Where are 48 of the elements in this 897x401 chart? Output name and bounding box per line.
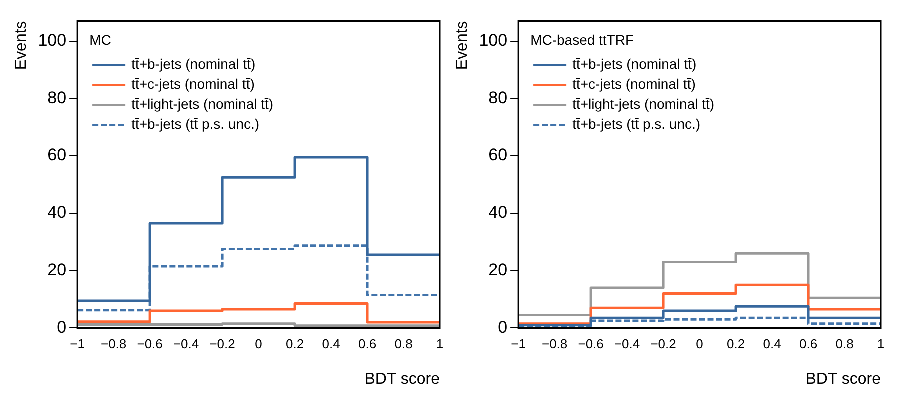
y-tick-label: 60 xyxy=(488,146,508,165)
x-tick-label: 0.2 xyxy=(726,336,746,352)
x-tick-label: −0.4 xyxy=(173,336,200,352)
x-tick-label: −0.6 xyxy=(137,336,163,352)
y-tick-label: 0 xyxy=(498,318,508,337)
legend-label: tt̄+c-jets (nominal tt̄) xyxy=(572,76,696,92)
x-tick-label: −0.4 xyxy=(614,336,640,352)
x-tick-label: 1 xyxy=(877,336,885,352)
x-tick-label: −0.2 xyxy=(650,336,676,352)
x-tick-label: 0.6 xyxy=(358,336,377,352)
y-axis-title: Events xyxy=(454,21,472,70)
x-tick-label: −0.8 xyxy=(542,336,568,352)
y-tick-label: 40 xyxy=(488,203,508,222)
y-tick-label: 0 xyxy=(57,318,67,337)
x-tick-label: 0.8 xyxy=(394,336,413,352)
legend-label: tt̄+b-jets (tt̄ p.s. unc.) xyxy=(572,116,701,132)
text: MC-based ttTRF xyxy=(530,32,634,48)
x-tick-label: −0.8 xyxy=(100,336,127,352)
y-tick-label: 100 xyxy=(38,30,67,50)
legend-label: tt̄+b-jets (nominal tt̄) xyxy=(572,56,697,72)
x-tick-label: 0.8 xyxy=(836,336,854,352)
y-tick-label: 20 xyxy=(48,260,67,280)
x-tick-label: −1 xyxy=(511,336,526,352)
x-tick-label: −0.2 xyxy=(210,336,236,352)
x-tick-label: 0 xyxy=(255,336,262,352)
legend-label: tt̄+c-jets (nominal tt̄) xyxy=(132,76,255,92)
y-tick-label: 80 xyxy=(48,88,67,108)
x-tick-label: 0.2 xyxy=(286,336,304,352)
x-tick-label: 0.4 xyxy=(322,336,340,352)
y-tick-label: 40 xyxy=(48,203,67,222)
y-tick-label: 20 xyxy=(488,260,508,280)
x-axis-title: BDT score xyxy=(364,370,440,388)
x-tick-label: −0.6 xyxy=(578,336,604,352)
y-tick-label: 60 xyxy=(48,146,67,165)
x-tick-label: 1 xyxy=(436,336,444,352)
x-tick-label: 0 xyxy=(696,336,704,352)
x-axis-title: BDT score xyxy=(806,370,882,388)
legend-label: tt̄+b-jets (nominal tt̄) xyxy=(132,56,256,72)
y-axis-title: Events xyxy=(13,21,30,70)
legend-label: tt̄+b-jets (tt̄ p.s. unc.) xyxy=(132,116,260,132)
y-tick-label: 100 xyxy=(479,30,508,50)
x-tick-label: −1 xyxy=(70,336,85,352)
y-tick-label: 80 xyxy=(488,88,508,108)
x-tick-label: 0.6 xyxy=(799,336,818,352)
legend-label: tt̄+light-jets (nominal tt̄) xyxy=(572,96,715,112)
text: MC xyxy=(90,32,112,48)
legend-label: tt̄+light-jets (nominal tt̄) xyxy=(132,96,274,112)
x-tick-label: 0.4 xyxy=(763,336,782,352)
